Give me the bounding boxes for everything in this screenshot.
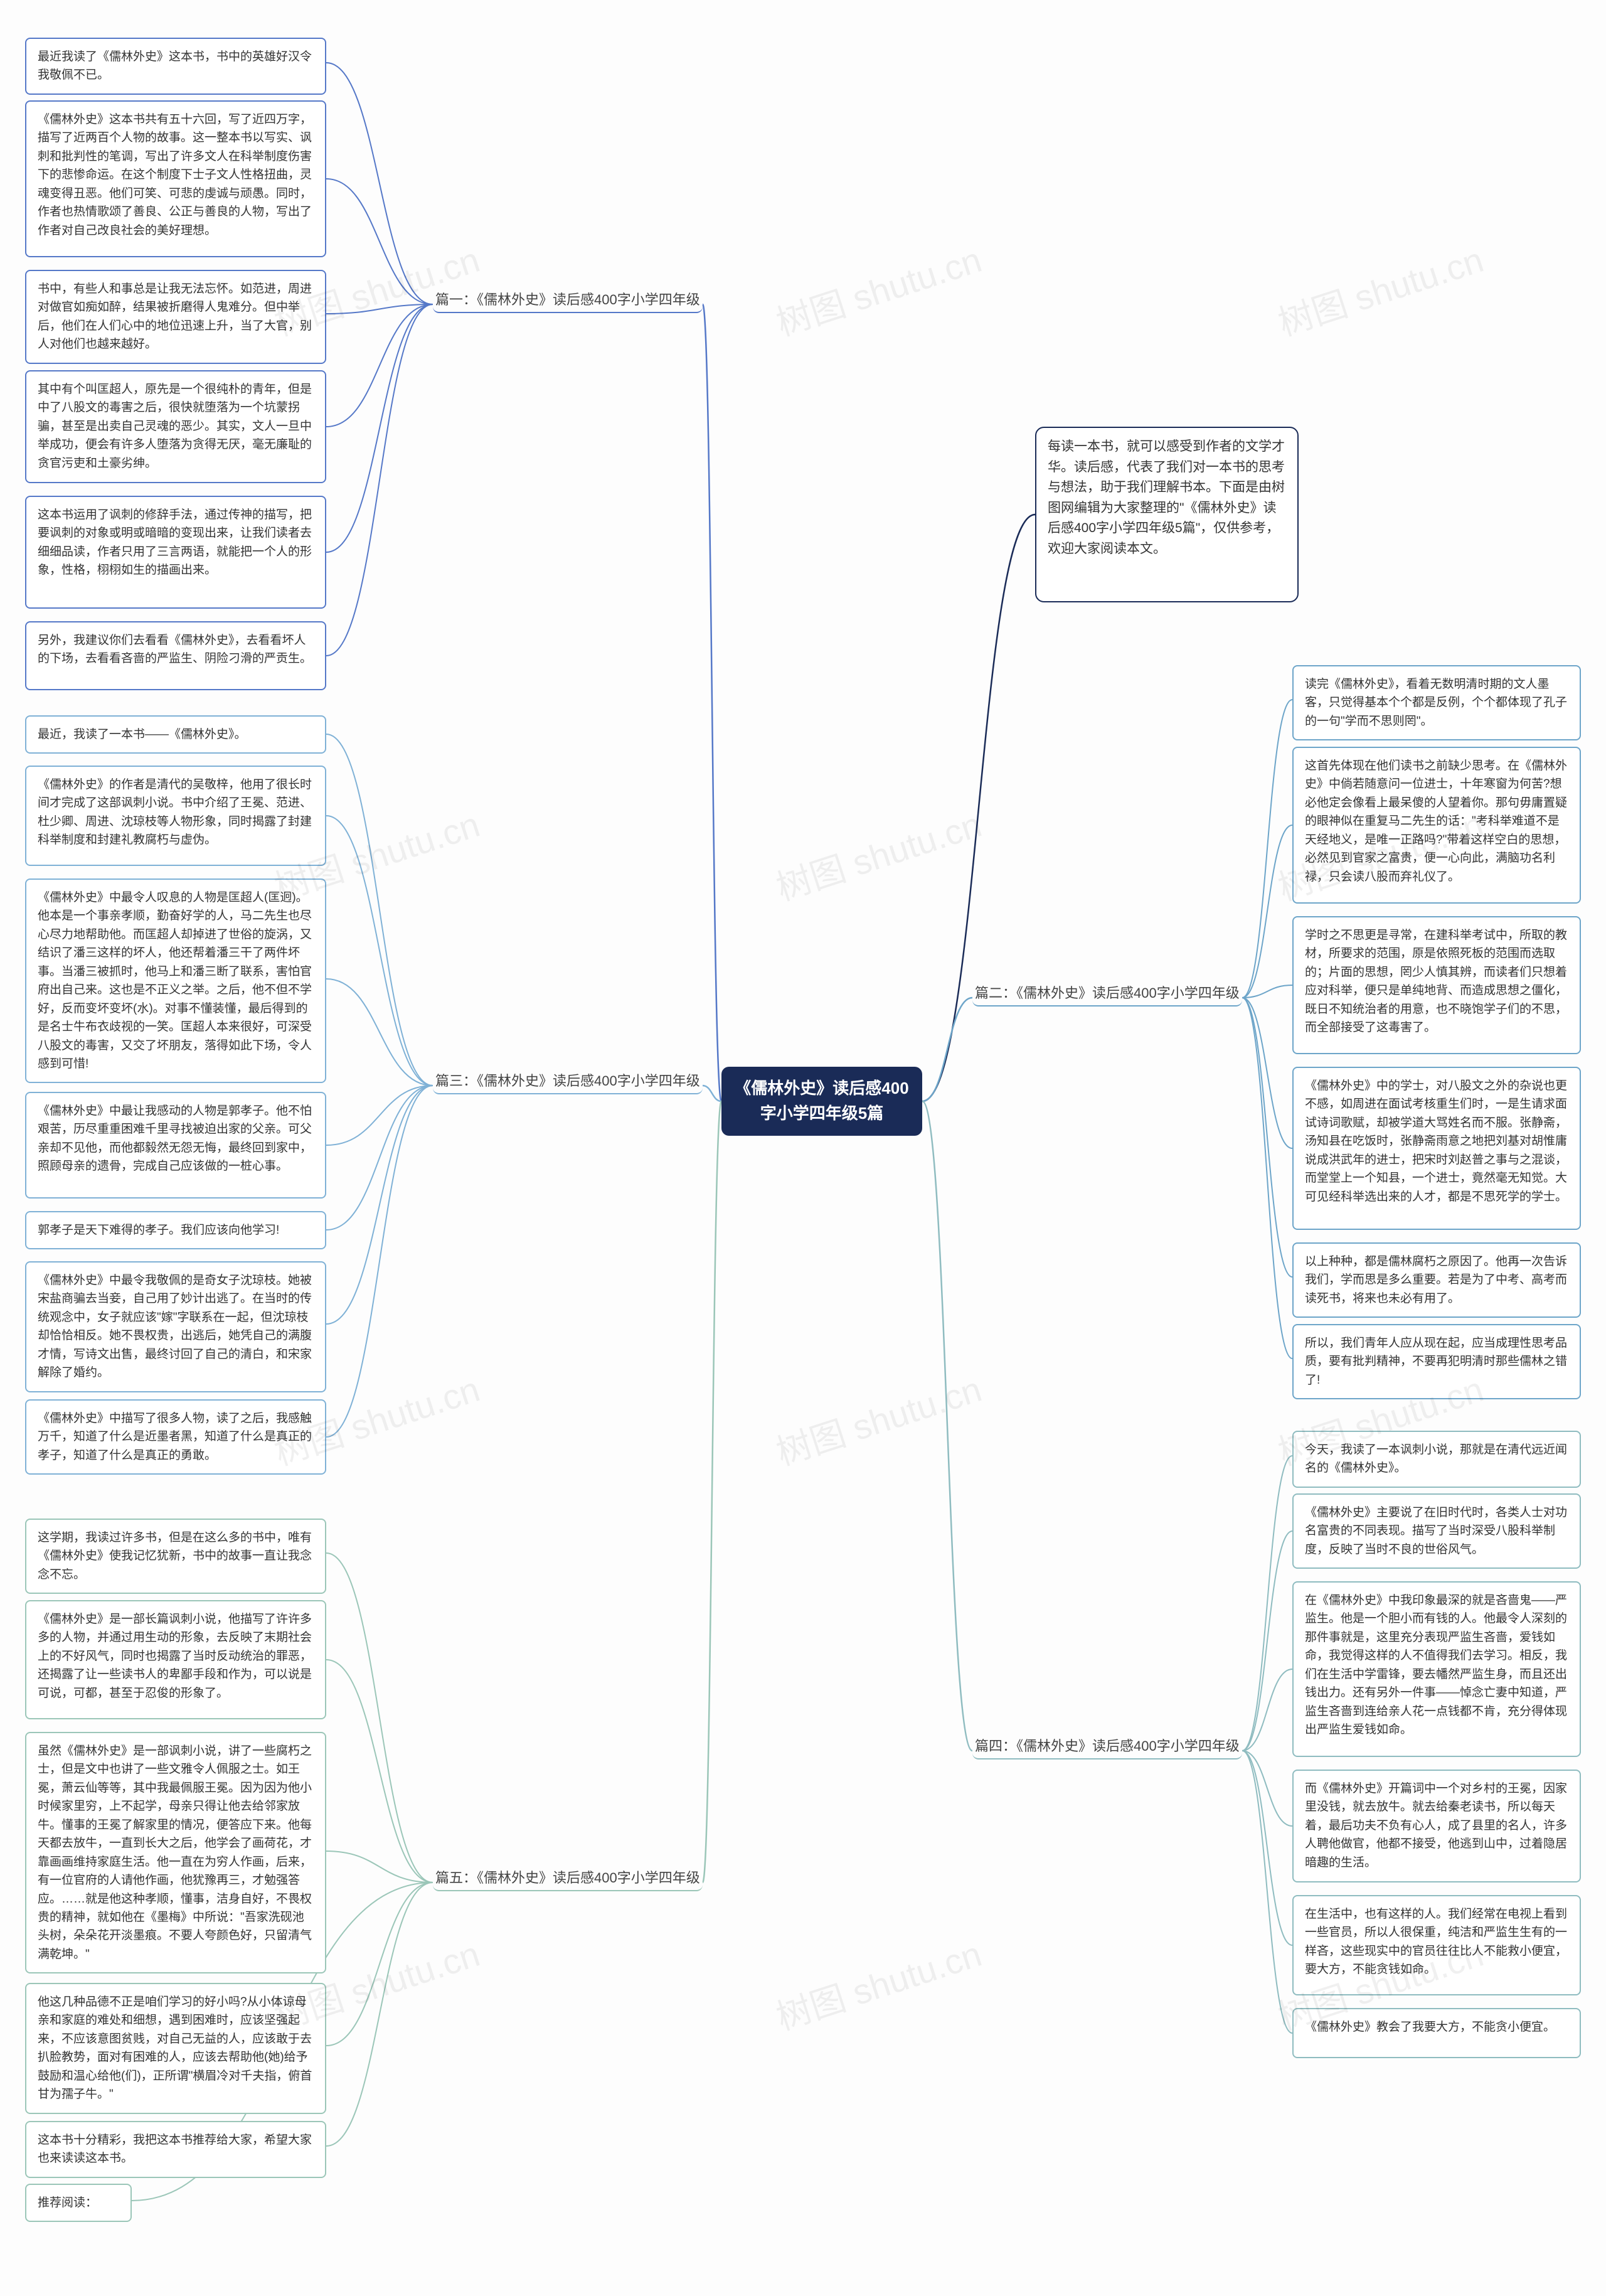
branch-b2: 篇二：《儒林外史》读后感400字小学四年级	[972, 979, 1242, 1007]
leaf-text: 《儒林外史》这本书共有五十六回，写了近四万字，描写了近两百个人物的故事。这一整本…	[38, 113, 312, 237]
leaf-node: 推荐阅读：	[25, 2184, 132, 2222]
leaf-node: 《儒林外史》的作者是清代的吴敬梓，他用了很长时间才完成了这部讽刺小说。书中介绍了…	[25, 766, 326, 866]
leaf-text: 他这几种品德不正是咱们学习的好小吗?从小体谅母亲和家庭的难处和细想，遇到困难时，…	[38, 1995, 312, 2101]
leaf-text: 今天，我读了一本讽刺小说，那就是在清代远近闻名的《儒林外史》。	[1305, 1443, 1567, 1475]
branch-b3: 篇三：《儒林外史》读后感400字小学四年级	[433, 1067, 703, 1094]
branch-label: 篇五：《儒林外史》读后感400字小学四年级	[435, 1870, 700, 1886]
intro-node: 每读一本书，就可以感受到作者的文学才华。读后感，代表了我们对一本书的思考与想法，…	[1035, 427, 1299, 602]
root-node: 《儒林外史》读后感400字小学四年级5篇	[721, 1067, 922, 1136]
leaf-node: 《儒林外史》主要说了在旧时代时，各类人士对功名富贵的不同表现。描写了当时深受八股…	[1292, 1493, 1581, 1569]
leaf-node: 这本书运用了讽刺的修辞手法，通过传神的描写，把要讽刺的对象或明或暗暗的变现出来，…	[25, 496, 326, 609]
leaf-text: 在生活中，也有这样的人。我们经常在电视上看到一些官员，所以人很保重，纯洁和严监生…	[1305, 1908, 1567, 1976]
branch-b4: 篇四：《儒林外史》读后感400字小学四年级	[972, 1732, 1242, 1759]
leaf-node: 他这几种品德不正是咱们学习的好小吗?从小体谅母亲和家庭的难处和细想，遇到困难时，…	[25, 1983, 326, 2114]
leaf-node: 学时之不思更是寻常，在建科举考试中，所取的教材，所要求的范围，原是依照死板的范围…	[1292, 916, 1581, 1054]
leaf-text: 最近，我读了一本书——《儒林外史》。	[38, 728, 247, 741]
leaf-node: 最近，我读了一本书——《儒林外史》。	[25, 715, 326, 754]
leaf-text: 这首先体现在他们读书之前缺少思考。在《儒林外史》中倘若随意问一位进士，十年寒窗为…	[1305, 759, 1567, 884]
leaf-node: 在生活中，也有这样的人。我们经常在电视上看到一些官员，所以人很保重，纯洁和严监生…	[1292, 1895, 1581, 1995]
leaf-node: 最近我读了《儒林外史》这本书，书中的英雄好汉令我敬佩不已。	[25, 38, 326, 95]
watermark: 树图 shutu.cn	[769, 1926, 987, 2041]
branch-label: 篇一：《儒林外史》读后感400字小学四年级	[435, 292, 700, 307]
branch-label: 篇四：《儒林外史》读后感400字小学四年级	[975, 1738, 1240, 1754]
leaf-text: 学时之不思更是寻常，在建科举考试中，所取的教材，所要求的范围，原是依照死板的范围…	[1305, 929, 1567, 1034]
leaf-node: 这首先体现在他们读书之前缺少思考。在《儒林外史》中倘若随意问一位进士，十年寒窗为…	[1292, 747, 1581, 904]
leaf-node: 《儒林外史》是一部长篇讽刺小说，他描写了许许多多的人物，并通过用生动的形象，去反…	[25, 1600, 326, 1719]
leaf-text: 虽然《儒林外史》是一部讽刺小说，讲了一些腐朽之士，但是文中也讲了一些文雅令人佩服…	[38, 1744, 312, 1961]
watermark: 树图 shutu.cn	[769, 1362, 987, 1476]
leaf-node: 《儒林外史》这本书共有五十六回，写了近四万字，描写了近两百个人物的故事。这一整本…	[25, 100, 326, 257]
branch-label: 篇二：《儒林外史》读后感400字小学四年级	[975, 985, 1240, 1001]
leaf-node: 今天，我读了一本讽刺小说，那就是在清代远近闻名的《儒林外史》。	[1292, 1431, 1581, 1488]
intro-text: 每读一本书，就可以感受到作者的文学才华。读后感，代表了我们对一本书的思考与想法，…	[1048, 439, 1285, 556]
leaf-text: 书中，有些人和事总是让我无法忘怀。如范进，周进对做官如痴如醉，结果被折磨得人鬼难…	[38, 282, 312, 351]
leaf-node: 虽然《儒林外史》是一部讽刺小说，讲了一些腐朽之士，但是文中也讲了一些文雅令人佩服…	[25, 1732, 326, 1973]
leaf-text: 《儒林外史》中最让我感动的人物是郭孝子。他不怕艰苦，历尽重重困难千里寻找被迫出家…	[38, 1104, 312, 1173]
leaf-node: 书中，有些人和事总是让我无法忘怀。如范进，周进对做官如痴如醉，结果被折磨得人鬼难…	[25, 270, 326, 364]
leaf-node: 其中有个叫匡超人，原先是一个很纯朴的青年，但是中了八股文的毒害之后，很快就堕落为…	[25, 370, 326, 483]
leaf-node: 《儒林外史》中最令人叹息的人物是匡超人(匡迥)。他本是一个事亲孝顺，勤奋好学的人…	[25, 878, 326, 1083]
leaf-text: 《儒林外史》教会了我要大方，不能贪小便宜。	[1305, 2021, 1555, 2034]
root-text: 《儒林外史》读后感400字小学四年级5篇	[735, 1079, 908, 1123]
branch-label: 篇三：《儒林外史》读后感400字小学四年级	[435, 1073, 700, 1089]
leaf-text: 《儒林外史》中最令我敬佩的是奇女子沈琼枝。她被宋盐商骗去当妾，自己用了妙计出逃了…	[38, 1274, 312, 1379]
leaf-node: 在《儒林外史》中我印象最深的就是吝啬鬼——严监生。他是一个胆小而有钱的人。他最令…	[1292, 1581, 1581, 1757]
leaf-text: 而《儒林外史》开篇词中一个对乡村的王冕，因家里没钱，就去放牛。就去给秦老读书，所…	[1305, 1782, 1567, 1869]
leaf-node: 这学期，我读过许多书，但是在这么多的书中，唯有《儒林外史》使我记忆犹新，书中的故…	[25, 1519, 326, 1594]
leaf-node: 《儒林外史》中最令我敬佩的是奇女子沈琼枝。她被宋盐商骗去当妾，自己用了妙计出逃了…	[25, 1261, 326, 1392]
leaf-text: 这学期，我读过许多书，但是在这么多的书中，唯有《儒林外史》使我记忆犹新，书中的故…	[38, 1531, 312, 1581]
leaf-node: 读完《儒林外史》，看着无数明清时期的文人墨客，只觉得基本个个都是反例，个个都体现…	[1292, 665, 1581, 740]
leaf-text: 以上种种，都是儒林腐朽之原因了。他再一次告诉我们，学而思是多么重要。若是为了中考…	[1305, 1255, 1567, 1305]
leaf-text: 《儒林外史》中的学士，对八股文之外的杂说也更不感，如周进在面试考核重生们时，一是…	[1305, 1079, 1567, 1204]
leaf-text: 最近我读了《儒林外史》这本书，书中的英雄好汉令我敬佩不已。	[38, 50, 312, 82]
branch-b1: 篇一：《儒林外史》读后感400字小学四年级	[433, 286, 703, 313]
leaf-text: 《儒林外史》中描写了很多人物，读了之后，我感触万千，知道了什么是近墨者黑，知道了…	[38, 1412, 312, 1462]
leaf-text: 其中有个叫匡超人，原先是一个很纯朴的青年，但是中了八股文的毒害之后，很快就堕落为…	[38, 383, 312, 470]
leaf-text: 这本书十分精彩，我把这本书推荐给大家，希望大家也来读读这本书。	[38, 2133, 312, 2165]
leaf-text: 《儒林外史》中最令人叹息的人物是匡超人(匡迥)。他本是一个事亲孝顺，勤奋好学的人…	[38, 891, 312, 1071]
leaf-node: 另外，我建议你们去看看《儒林外史》，去看看坏人的下场，去看看吝啬的严监生、阴险刁…	[25, 621, 326, 690]
branch-b5: 篇五：《儒林外史》读后感400字小学四年级	[433, 1864, 703, 1891]
leaf-node: 这本书十分精彩，我把这本书推荐给大家，希望大家也来读读这本书。	[25, 2121, 326, 2178]
leaf-text: 在《儒林外史》中我印象最深的就是吝啬鬼——严监生。他是一个胆小而有钱的人。他最令…	[1305, 1594, 1567, 1736]
watermark: 树图 shutu.cn	[769, 232, 987, 346]
watermark: 树图 shutu.cn	[769, 797, 987, 911]
leaf-text: 《儒林外史》的作者是清代的吴敬梓，他用了很长时间才完成了这部讽刺小说。书中介绍了…	[38, 778, 312, 846]
leaf-node: 以上种种，都是儒林腐朽之原因了。他再一次告诉我们，学而思是多么重要。若是为了中考…	[1292, 1242, 1581, 1318]
watermark: 树图 shutu.cn	[1271, 232, 1489, 346]
leaf-node: 《儒林外史》教会了我要大方，不能贪小便宜。	[1292, 2008, 1581, 2058]
leaf-node: 郭孝子是天下难得的孝子。我们应该向他学习!	[25, 1211, 326, 1249]
leaf-text: 推荐阅读：	[38, 2196, 97, 2209]
leaf-node: 《儒林外史》中描写了很多人物，读了之后，我感触万千，知道了什么是近墨者黑，知道了…	[25, 1399, 326, 1475]
leaf-node: 《儒林外史》中的学士，对八股文之外的杂说也更不感，如周进在面试考核重生们时，一是…	[1292, 1067, 1581, 1230]
leaf-text: 《儒林外史》是一部长篇讽刺小说，他描写了许许多多的人物，并通过用生动的形象，去反…	[38, 1613, 312, 1700]
leaf-text: 另外，我建议你们去看看《儒林外史》，去看看坏人的下场，去看看吝啬的严监生、阴险刁…	[38, 634, 312, 665]
leaf-node: 而《儒林外史》开篇词中一个对乡村的王冕，因家里没钱，就去放牛。就去给秦老读书，所…	[1292, 1770, 1581, 1882]
leaf-text: 《儒林外史》主要说了在旧时代时，各类人士对功名富贵的不同表现。描写了当时深受八股…	[1305, 1506, 1567, 1556]
leaf-text: 这本书运用了讽刺的修辞手法，通过传神的描写，把要讽刺的对象或明或暗暗的变现出来，…	[38, 508, 312, 577]
leaf-text: 所以，我们青年人应从现在起，应当成理性思考品质，要有批判精神，不要再犯明清时那些…	[1305, 1337, 1567, 1387]
leaf-node: 《儒林外史》中最让我感动的人物是郭孝子。他不怕艰苦，历尽重重困难千里寻找被迫出家…	[25, 1092, 326, 1199]
leaf-node: 所以，我们青年人应从现在起，应当成理性思考品质，要有批判精神，不要再犯明清时那些…	[1292, 1324, 1581, 1399]
leaf-text: 郭孝子是天下难得的孝子。我们应该向他学习!	[38, 1224, 279, 1237]
leaf-text: 读完《儒林外史》，看着无数明清时期的文人墨客，只觉得基本个个都是反例，个个都体现…	[1305, 678, 1567, 728]
